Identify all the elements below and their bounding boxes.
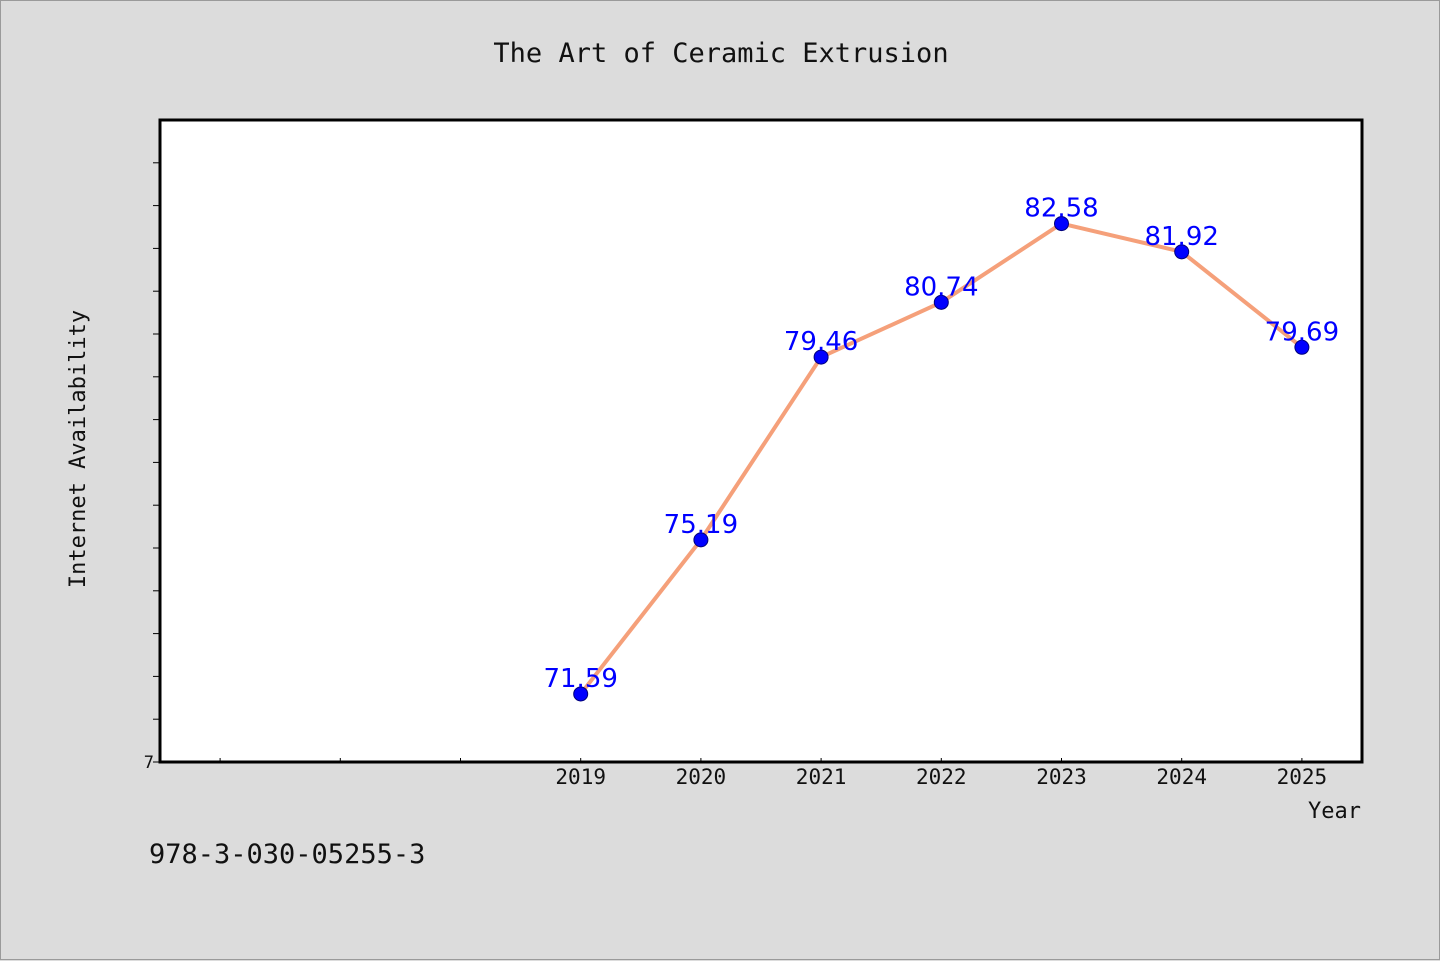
isbn-text: 978-3-030-05255-3 <box>149 839 425 870</box>
series-layer: 71.59 75.19 79.46 80.74 82.58 81.92 79.69 <box>543 194 1339 702</box>
x-tick-label: 2023 <box>1036 765 1087 789</box>
x-axis-ticks: 2019 2020 2021 2022 2023 2024 2025 <box>219 758 1328 789</box>
data-label: 80.74 <box>904 272 978 302</box>
data-point <box>1294 339 1310 355</box>
x-tick-label: 2020 <box>676 765 727 789</box>
chart-title: The Art of Ceramic Extrusion <box>493 38 948 69</box>
data-label: 81.92 <box>1144 222 1218 252</box>
data-label: 79.46 <box>784 327 858 357</box>
data-point <box>573 686 589 702</box>
x-tick-label: 2021 <box>796 765 847 789</box>
data-point <box>1174 244 1190 260</box>
data-label: 79.69 <box>1265 317 1339 347</box>
y-axis-label: Internet Availability <box>66 310 91 588</box>
data-point <box>693 532 709 548</box>
data-label: 75.19 <box>664 510 738 540</box>
plot-area <box>158 118 1364 764</box>
x-tick-label: 2024 <box>1156 765 1207 789</box>
data-point <box>933 294 949 310</box>
x-axis-label: Year <box>1308 799 1361 824</box>
x-tick-label: 2025 <box>1277 765 1328 789</box>
y-axis-ticks: 7 <box>144 162 160 773</box>
data-label: 82.58 <box>1024 194 1098 224</box>
x-tick-label: 2019 <box>555 765 606 789</box>
y-tick-label: 7 <box>144 753 154 773</box>
data-point <box>1054 216 1069 232</box>
data-label: 71.59 <box>543 664 617 694</box>
data-point <box>813 349 829 365</box>
x-tick-label: 2022 <box>916 765 967 789</box>
